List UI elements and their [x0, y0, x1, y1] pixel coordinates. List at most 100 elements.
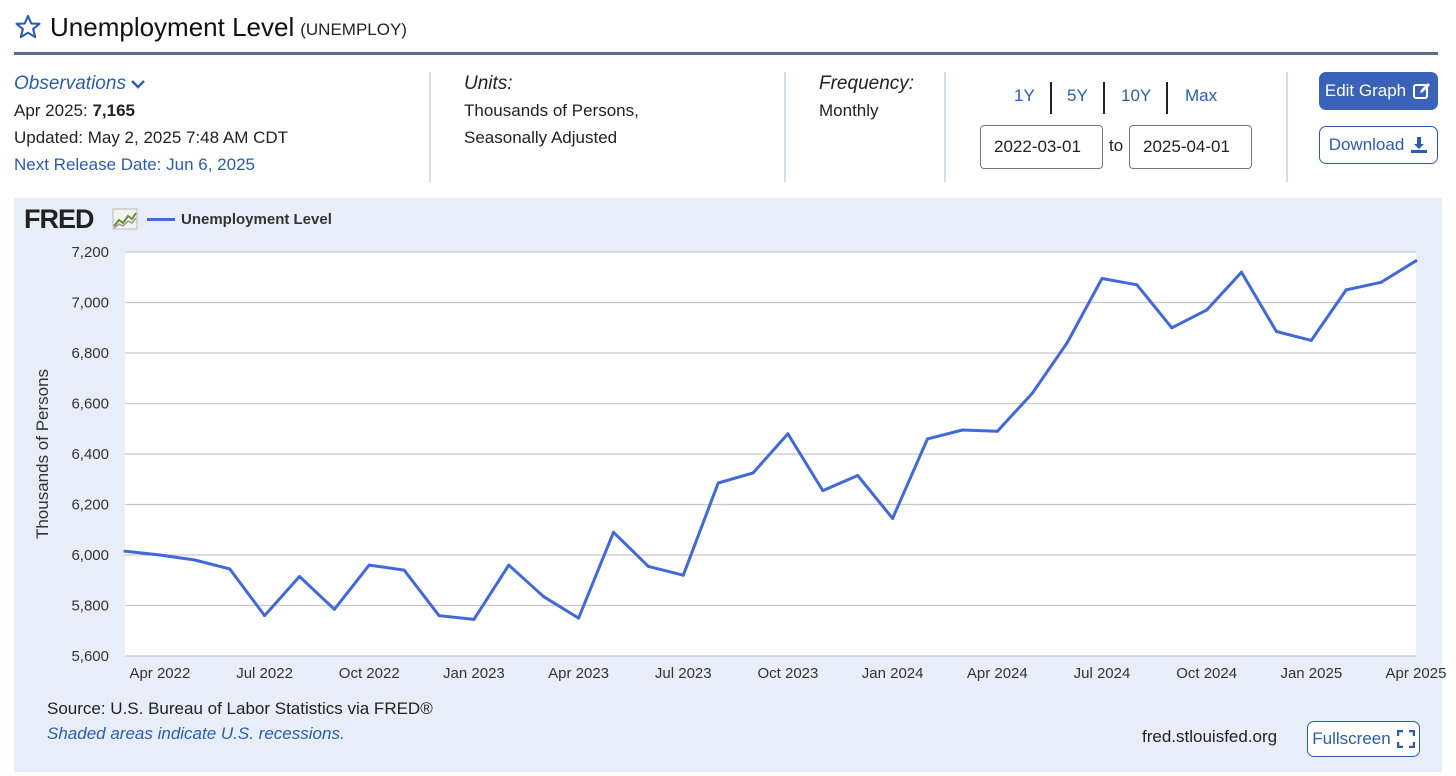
data-point: [1065, 341, 1069, 345]
y-tick-label: 6,600: [71, 396, 109, 413]
x-tick-label: Jan 2025: [1280, 665, 1342, 682]
y-tick-label: 6,200: [71, 497, 109, 514]
range-max-button[interactable]: Max: [1185, 86, 1218, 105]
range-separator: [1103, 82, 1105, 114]
fullscreen-label: Fullscreen: [1312, 729, 1391, 748]
y-tick-label: 7,000: [71, 295, 109, 312]
units-line1: Thousands of Persons,: [464, 101, 639, 120]
y-axis-label: Thousands of Persons: [33, 369, 52, 539]
data-point: [577, 616, 581, 620]
range-separator: [1050, 82, 1052, 114]
fullscreen-button[interactable]: Fullscreen: [1307, 721, 1420, 757]
x-tick-label: Apr 2025: [1386, 665, 1447, 682]
data-point: [472, 617, 476, 621]
download-button[interactable]: Download: [1319, 126, 1438, 164]
units-block: Units: Thousands of Persons, Seasonally …: [464, 70, 639, 151]
x-tick-label: Oct 2024: [1176, 665, 1237, 682]
to-label: to: [1109, 136, 1124, 155]
data-point: [1309, 338, 1313, 342]
data-point: [611, 530, 615, 534]
data-point: [751, 471, 755, 475]
data-point: [891, 516, 895, 520]
range-5y-button[interactable]: 5Y: [1067, 86, 1088, 105]
data-point: [1240, 270, 1244, 274]
chart-legend: Unemployment Level: [147, 211, 332, 228]
start-date-input[interactable]: [980, 125, 1103, 169]
x-tick-label: Jan 2024: [862, 665, 924, 682]
divider: [1286, 72, 1288, 182]
observations-link-label: Observations: [14, 73, 126, 94]
data-point: [786, 432, 790, 436]
latest-observation: Apr 2025: 7,165: [14, 97, 288, 124]
y-tick-label: 5,800: [71, 598, 109, 615]
x-tick-label: Jan 2023: [443, 665, 505, 682]
data-point: [437, 614, 441, 618]
range-1y-button[interactable]: 1Y: [1014, 86, 1035, 105]
y-tick-label: 5,600: [71, 648, 109, 665]
data-point: [716, 481, 720, 485]
fullscreen-icon: [1396, 730, 1415, 748]
y-tick-label: 6,000: [71, 547, 109, 564]
data-point: [960, 428, 964, 432]
chevron-down-icon: [131, 79, 145, 89]
x-tick-label: Oct 2023: [758, 665, 819, 682]
data-point: [1414, 259, 1418, 263]
data-point: [332, 607, 336, 611]
data-point: [995, 429, 999, 433]
units-line2: Seasonally Adjusted: [464, 128, 618, 147]
legend-label: Unemployment Level: [181, 211, 332, 228]
divider: [944, 72, 946, 182]
page-title: Unemployment Level: [50, 11, 295, 42]
series-line: [124, 259, 1417, 621]
frequency-heading: Frequency:: [819, 73, 915, 94]
star-icon[interactable]: [14, 13, 42, 41]
edit-graph-label: Edit Graph: [1324, 81, 1407, 100]
recession-note: Shaded areas indicate U.S. recessions.: [47, 724, 345, 743]
data-point: [123, 549, 127, 553]
title-divider: [14, 52, 1438, 55]
data-point: [1205, 308, 1209, 312]
data-point: [507, 563, 511, 567]
download-icon: [1411, 137, 1428, 153]
y-tick-label: 6,400: [71, 446, 109, 463]
data-point: [1170, 326, 1174, 330]
x-tick-label: Apr 2022: [129, 665, 190, 682]
observations-link[interactable]: Observations: [14, 70, 146, 97]
data-point: [297, 574, 301, 578]
title-row: Unemployment Level (UNEMPLOY): [14, 8, 407, 46]
fred-logo-text: FRED: [24, 204, 94, 234]
units-heading: Units:: [464, 73, 513, 94]
x-tick-label: Oct 2022: [339, 665, 400, 682]
x-tick-label: Apr 2024: [967, 665, 1028, 682]
edit-graph-button[interactable]: Edit Graph: [1319, 72, 1438, 110]
range-separator: [1166, 82, 1168, 114]
end-date-input[interactable]: [1129, 125, 1252, 169]
range-10y-button[interactable]: 10Y: [1121, 86, 1152, 105]
data-point: [821, 489, 825, 493]
edit-icon: [1413, 83, 1431, 99]
next-release-link[interactable]: Next Release Date: Jun 6, 2025: [14, 155, 255, 174]
data-point: [367, 563, 371, 567]
data-point: [158, 553, 162, 557]
x-tick-label: Jul 2024: [1074, 665, 1131, 682]
fred-logo: FRED: [24, 204, 94, 235]
data-point: [1274, 330, 1278, 334]
data-point: [1030, 391, 1034, 395]
source-text: Source: U.S. Bureau of Labor Statistics …: [47, 699, 433, 718]
data-point: [1135, 283, 1139, 287]
chart-logo-icon: [112, 208, 138, 230]
updated-text: Updated: May 2, 2025 7:48 AM CDT: [14, 128, 289, 147]
data-point: [1100, 277, 1104, 281]
latest-value: 7,165: [92, 101, 136, 120]
data-point: [856, 473, 860, 477]
x-tick-label: Apr 2023: [548, 665, 609, 682]
latest-label: Apr 2025:: [14, 101, 88, 120]
data-point: [228, 567, 232, 571]
data-point: [402, 568, 406, 572]
x-tick-label: Jul 2023: [655, 665, 712, 682]
legend-swatch: [147, 218, 175, 221]
frequency-block: Frequency: Monthly: [819, 70, 914, 124]
data-point: [542, 595, 546, 599]
data-point: [263, 614, 267, 618]
